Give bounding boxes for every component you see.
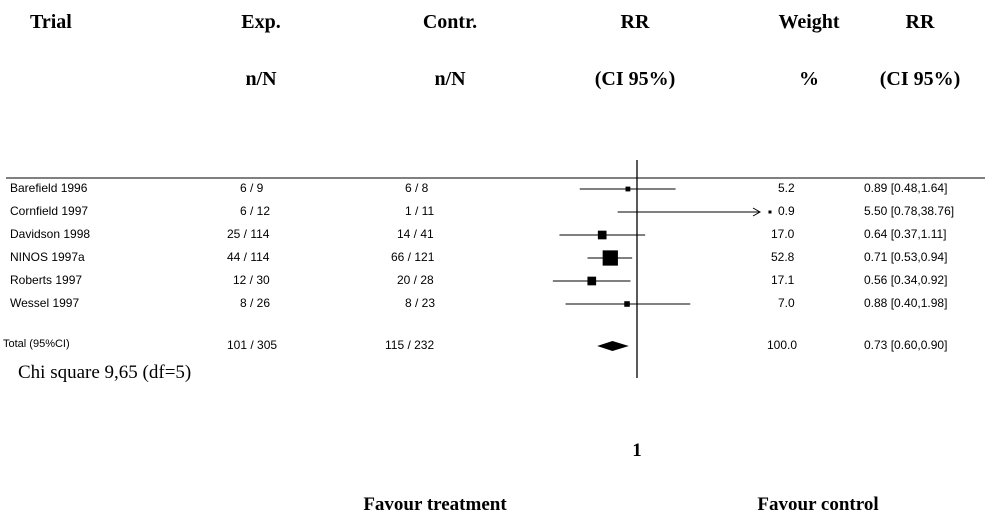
total-exp: 101 / 305 [227,338,278,352]
contr-count: 6 / 8 [405,181,429,195]
header-trial: Trial [30,11,72,33]
header-rr: RR [620,11,650,33]
trial-name: Barefield 1996 [10,181,88,195]
header-rr-sub: (CI 95%) [594,68,676,90]
total-row: Total (95%CI) 101 / 305 115 / 232 100.0 … [0,338,994,360]
header-contr: Contr. [422,11,478,33]
point-estimate-marker [597,230,607,240]
exp-count: 6 / 9 [240,181,264,195]
header-exp: Exp. [241,11,281,33]
total-rr-ci: 0.73 [0.60,0.90] [864,338,948,352]
table-row: Wessel 1997 8 / 26 8 / 23 7.0 0.88 [0.40… [0,296,994,318]
trial-name: Davidson 1998 [10,227,91,241]
total-weight: 100.0 [767,338,798,352]
table-row: NINOS 1997a 44 / 114 66 / 121 52.8 0.71 … [0,250,994,272]
exp-count: 25 / 114 [227,227,270,241]
trial-name: NINOS 1997a [10,250,85,264]
exp-count: 44 / 114 [227,250,270,264]
table-row: Barefield 1996 6 / 9 6 / 8 5.2 0.89 [0.4… [0,181,994,203]
trial-name: Roberts 1997 [10,273,83,287]
weight-value: 17.1 [771,273,795,287]
pooled-diamond [597,341,629,351]
point-estimate-marker [625,186,631,192]
rr-ci-value: 0.88 [0.40,1.98] [864,296,948,310]
point-estimate-marker [624,301,630,307]
weight-value: 52.8 [771,250,795,264]
exp-count: 12 / 30 [233,273,270,287]
table-row: Roberts 1997 12 / 30 20 / 28 17.1 0.56 [… [0,273,994,295]
contr-count: 8 / 23 [405,296,436,310]
header-weight: Weight [778,11,840,33]
rr-ci-value: 5.50 [0.78,38.76] [864,204,955,218]
favour-control-label: Favour control [757,494,879,515]
weight-value: 7.0 [778,296,795,310]
ci-arrow [752,207,762,217]
header-exp-sub: n/N [245,68,277,90]
trial-name: Wessel 1997 [10,296,80,310]
header-rr-ci-sub: (CI 95%) [879,68,961,90]
contr-count: 1 / 11 [405,204,435,218]
axis-tick-label: 1 [632,440,642,461]
exp-count: 6 / 12 [240,204,271,218]
point-estimate-marker [768,210,772,214]
contr-count: 20 / 28 [397,273,434,287]
total-contr: 115 / 232 [385,338,435,352]
contr-count: 66 / 121 [391,250,435,264]
total-label: Total (95%CI) [3,338,70,350]
rr-ci-value: 0.64 [0.37,1.11] [864,227,947,241]
trial-name: Cornfield 1997 [10,204,89,218]
rr-ci-value: 0.89 [0.48,1.64] [864,181,948,195]
rr-ci-value: 0.71 [0.53,0.94] [864,250,948,264]
weight-value: 5.2 [778,181,795,195]
table-row: Cornfield 1997 6 / 12 1 / 11 0.9 5.50 [0… [0,204,994,226]
exp-count: 8 / 26 [240,296,271,310]
point-estimate-marker [587,276,597,286]
header-rr-ci: RR [905,11,935,33]
weight-value: 17.0 [771,227,795,241]
contr-count: 14 / 41 [397,227,434,241]
point-estimate-marker [602,250,618,266]
heterogeneity-text: Chi square 9,65 (df=5) [18,362,192,383]
header-weight-sub: % [799,68,819,90]
favour-treatment-label: Favour treatment [363,494,507,515]
table-row: Davidson 1998 25 / 114 14 / 41 17.0 0.64… [0,227,994,249]
rr-ci-value: 0.56 [0.34,0.92] [864,273,948,287]
weight-value: 0.9 [778,204,795,218]
header-contr-sub: n/N [434,68,466,90]
